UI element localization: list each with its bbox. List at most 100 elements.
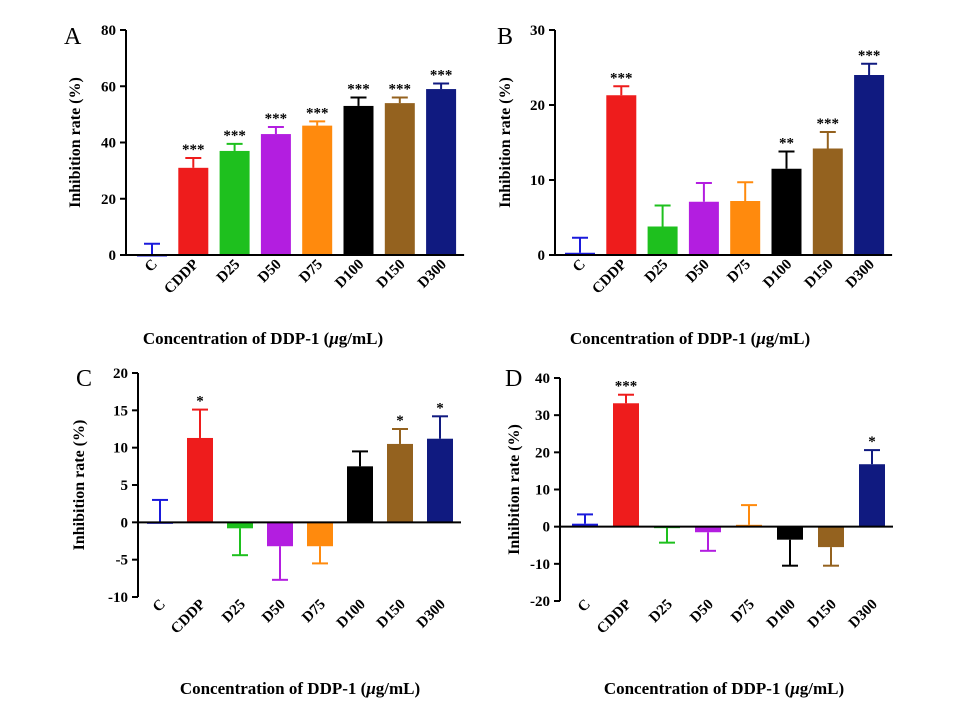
bar-D50 [267, 522, 293, 547]
x-axis-label: Concentration of DDP-1 (μg/mL) [143, 329, 383, 348]
y-tick-label: 10 [530, 173, 545, 189]
x-tick-label-D25: D25 [214, 257, 244, 287]
y-tick-label: 15 [113, 403, 128, 419]
significance-D300: * [436, 400, 444, 416]
significance-D75: *** [306, 105, 329, 121]
bar-CDDP [613, 403, 639, 527]
y-tick-label: 0 [538, 248, 546, 264]
x-axis-label: Concentration of DDP-1 (μg/mL) [570, 329, 810, 348]
panel-D: D -20 -10 0 10 20 30 40 Inhibition rate (%) C *** C… [505, 366, 893, 698]
significance-CDDP: *** [615, 379, 638, 395]
bar-CDDP [187, 437, 213, 523]
panel-label: C [76, 366, 92, 392]
x-tick-label-C: C [570, 257, 589, 276]
x-tick-label-D25: D25 [646, 597, 676, 627]
panel-A: A 0 20 40 60 80 Inhibition rate (%) C *** CDDP ***… [64, 23, 465, 348]
x-tick-label-C: C [575, 597, 594, 616]
y-tick-label: 80 [101, 23, 116, 39]
y-tick-label: -10 [108, 590, 128, 606]
x-axis-label: Concentration of DDP-1 (μg/mL) [180, 679, 420, 698]
y-tick-label: 20 [101, 192, 116, 208]
x-tick-label-D150: D150 [374, 257, 409, 292]
significance-CDDP: *** [610, 70, 633, 86]
bar-D100 [777, 526, 803, 540]
y-tick-label: 10 [113, 441, 128, 457]
y-tick-label: 30 [535, 408, 550, 424]
bar-D25 [219, 150, 250, 255]
significance-D300: * [868, 434, 876, 450]
x-tick-label-D300: D300 [414, 597, 449, 632]
x-tick-label-CDDP: CDDP [589, 257, 630, 298]
y-tick-label: 20 [530, 98, 545, 114]
x-tick-label-D150: D150 [805, 597, 840, 632]
significance-D50: *** [265, 111, 288, 127]
x-tick-label-D50: D50 [683, 257, 713, 287]
y-tick-label: 5 [121, 478, 129, 494]
bar-CDDP [606, 95, 637, 255]
y-axis-label: Inhibition rate (%) [71, 420, 88, 551]
x-tick-label-CDDP: CDDP [594, 597, 635, 638]
panel-B: B 0 10 20 30 Inhibition rate (%) C *** CDDP D25 D5… [497, 23, 893, 348]
x-tick-label-D75: D75 [299, 597, 329, 627]
x-tick-label-D100: D100 [334, 597, 369, 632]
bar-C [572, 523, 598, 527]
bar-D300 [859, 464, 885, 527]
y-tick-label: 0 [109, 248, 117, 264]
bar-D25 [227, 522, 253, 529]
y-tick-label: 0 [543, 520, 551, 536]
panel-label: B [497, 24, 513, 50]
panel-label: D [505, 366, 522, 392]
significance-D100: *** [347, 82, 370, 98]
x-tick-label-D25: D25 [642, 257, 672, 287]
x-tick-label-CDDP: CDDP [161, 257, 202, 298]
significance-D150: * [396, 413, 404, 429]
x-tick-label-D25: D25 [219, 597, 249, 627]
bar-D50 [260, 134, 291, 255]
bar-D150 [818, 526, 844, 548]
bar-D150 [384, 103, 415, 255]
y-tick-label: 20 [535, 445, 550, 461]
bar-D75 [730, 201, 761, 255]
panel-C: C -10 -5 0 5 10 15 20 Inhibition rate (%) C * CDDP D… [71, 366, 461, 698]
significance-D300: *** [430, 67, 453, 83]
bar-D100 [347, 466, 373, 523]
bar-D300 [427, 438, 453, 523]
y-axis-label: Inhibition rate (%) [67, 77, 84, 208]
bar-D25 [647, 226, 678, 255]
bar-CDDP [178, 167, 209, 255]
significance-CDDP: *** [182, 142, 205, 158]
significance-D100: ** [779, 136, 794, 152]
bar-D75 [302, 125, 333, 255]
y-tick-label: 10 [535, 483, 550, 499]
x-tick-label-D50: D50 [259, 597, 289, 627]
significance-D150: *** [817, 116, 840, 132]
y-tick-label: 60 [101, 79, 116, 95]
significance-D25: *** [223, 128, 246, 144]
x-tick-label-D150: D150 [374, 597, 409, 632]
x-tick-label-D100: D100 [760, 257, 795, 292]
bar-C [565, 252, 595, 255]
bar-D150 [812, 148, 843, 255]
bar-D100 [343, 105, 374, 255]
bar-D75 [307, 522, 333, 547]
significance-D150: *** [389, 82, 412, 98]
y-tick-label: 20 [113, 366, 128, 382]
y-tick-label: 40 [535, 371, 550, 387]
panel-label: A [64, 24, 82, 50]
x-tick-label-D300: D300 [415, 257, 450, 292]
bar-D50 [688, 201, 719, 255]
y-tick-label: 40 [101, 136, 116, 152]
x-tick-label-C: C [142, 257, 161, 276]
y-axis-label: Inhibition rate (%) [497, 77, 514, 208]
y-tick-label: -10 [530, 557, 550, 573]
bar-D150 [387, 443, 413, 523]
x-tick-label-D300: D300 [843, 257, 878, 292]
x-tick-label-D150: D150 [802, 257, 837, 292]
x-tick-label-D100: D100 [332, 257, 367, 292]
bar-D100 [771, 168, 802, 255]
x-tick-label-D50: D50 [255, 257, 285, 287]
x-tick-label-CDDP: CDDP [168, 597, 209, 638]
x-tick-label-D75: D75 [728, 597, 758, 627]
bar-D300 [426, 89, 457, 255]
